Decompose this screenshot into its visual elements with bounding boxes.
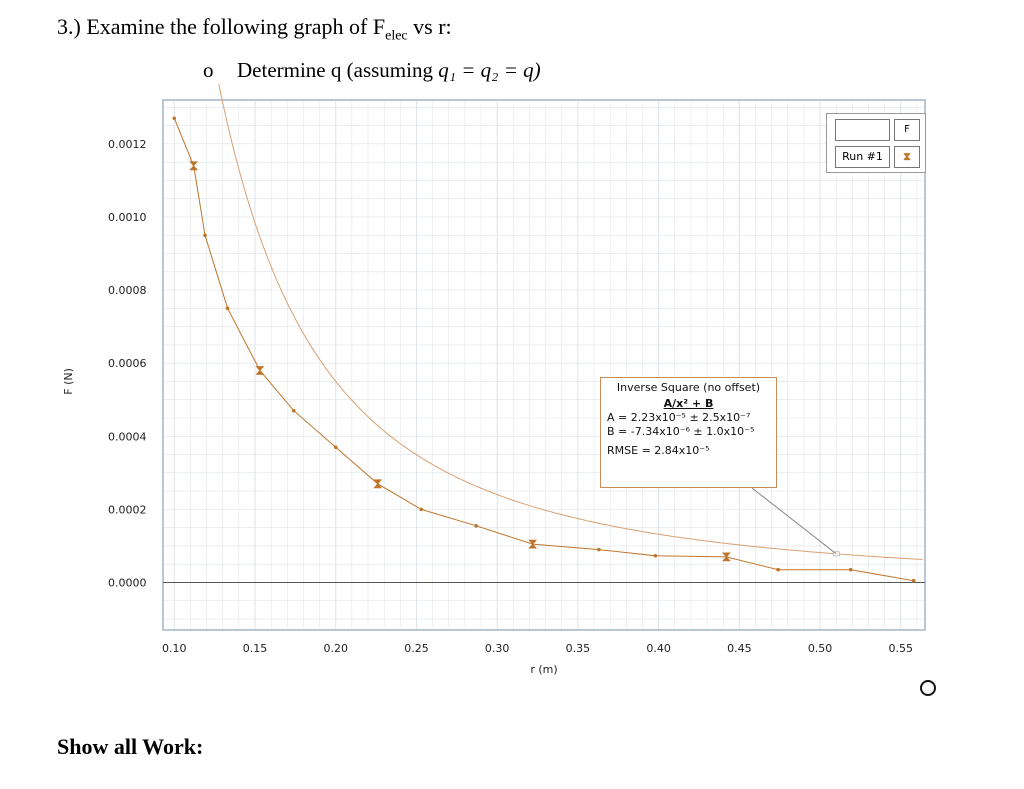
- x-tick-label: 0.45: [727, 642, 752, 655]
- x-tick-label: 0.25: [404, 642, 429, 655]
- fit-box-connector: [751, 487, 837, 555]
- data-point[interactable]: [911, 578, 916, 583]
- x-tick-label: 0.30: [485, 642, 510, 655]
- x-tick-label: 0.10: [162, 642, 187, 655]
- data-point[interactable]: [419, 507, 424, 512]
- x-tick-label: 0.15: [243, 642, 268, 655]
- fit-box[interactable]: Inverse Square (no offset) A/x² + B A = …: [600, 377, 777, 488]
- fit-equation: A/x² + B: [663, 397, 714, 410]
- legend-series-name[interactable]: Run #1: [835, 146, 890, 168]
- legend-marker-icon: ⧗: [894, 146, 920, 168]
- data-points: [172, 116, 916, 583]
- subtask-math: q₁ = q₂ = q): [438, 58, 541, 82]
- y-tick-label: 0.0012: [108, 138, 147, 151]
- error-bar-marker[interactable]: [373, 479, 383, 489]
- y-axis-label: F (N): [62, 368, 75, 395]
- data-point[interactable]: [474, 524, 478, 528]
- bullet-icon: o: [203, 58, 214, 82]
- tick-labels: 0.10 0.15 0.20 0.25 0.30 0.35 0.40 0.45 0.50 0.55…: [108, 138, 913, 655]
- data-point[interactable]: [225, 306, 230, 311]
- error-bar-marker[interactable]: [255, 366, 265, 375]
- x-tick-label: 0.40: [646, 642, 671, 655]
- x-tick-label: 0.50: [808, 642, 833, 655]
- subtask-text: Determine q (assuming: [237, 58, 439, 82]
- circle-marker-icon: [920, 680, 936, 696]
- data-point[interactable]: [333, 445, 338, 450]
- y-tick-label: 0.0006: [108, 357, 147, 370]
- x-tick-label: 0.55: [889, 642, 914, 655]
- x-tick-label: 0.35: [566, 642, 591, 655]
- data-point[interactable]: [291, 408, 296, 413]
- data-point[interactable]: [597, 547, 601, 552]
- fit-param-a: A = 2.23x10⁻⁵ ± 2.5x10⁻⁷: [607, 411, 751, 424]
- grid: [163, 100, 925, 630]
- data-point[interactable]: [172, 116, 177, 121]
- question-title-suffix: vs r:: [407, 14, 452, 39]
- legend: F Run #1 ⧗: [826, 113, 926, 173]
- x-tick-label: 0.20: [323, 642, 348, 655]
- y-tick-label: 0.0002: [108, 503, 147, 516]
- error-bar-marker[interactable]: [528, 539, 538, 549]
- data-point[interactable]: [848, 567, 853, 572]
- y-tick-label: 0.0000: [108, 576, 147, 589]
- fit-curve: [218, 83, 923, 560]
- error-bar-marker[interactable]: [722, 552, 731, 562]
- plot-frame: [162, 99, 926, 631]
- legend-blank-cell: [835, 119, 890, 141]
- question-title: 3.) Examine the following graph of Felec…: [57, 14, 452, 44]
- question-title-prefix: 3.) Examine the following graph of F: [57, 14, 386, 39]
- question-title-sub: elec: [385, 28, 408, 44]
- data-point[interactable]: [203, 233, 207, 238]
- legend-header: F: [894, 119, 920, 141]
- data-point[interactable]: [776, 567, 780, 572]
- x-axis-label: r (m): [530, 663, 557, 676]
- series-line: [173, 118, 914, 582]
- y-tick-label: 0.0008: [108, 284, 147, 297]
- fit-title: Inverse Square (no offset): [616, 381, 761, 394]
- subtask: o Determine q (assuming q₁ = q₂ = q): [203, 58, 541, 83]
- y-tick-label: 0.0004: [108, 430, 147, 443]
- y-tick-label: 0.0010: [108, 211, 147, 224]
- error-bar-marker[interactable]: [189, 161, 199, 171]
- data-point[interactable]: [653, 554, 658, 558]
- fit-param-b: B = -7.34x10⁻⁶ ± 1.0x10⁻⁵: [607, 425, 755, 438]
- footer-instruction: Show all Work:: [57, 734, 204, 759]
- fit-rmse: RMSE = 2.84x10⁻⁵: [607, 444, 710, 457]
